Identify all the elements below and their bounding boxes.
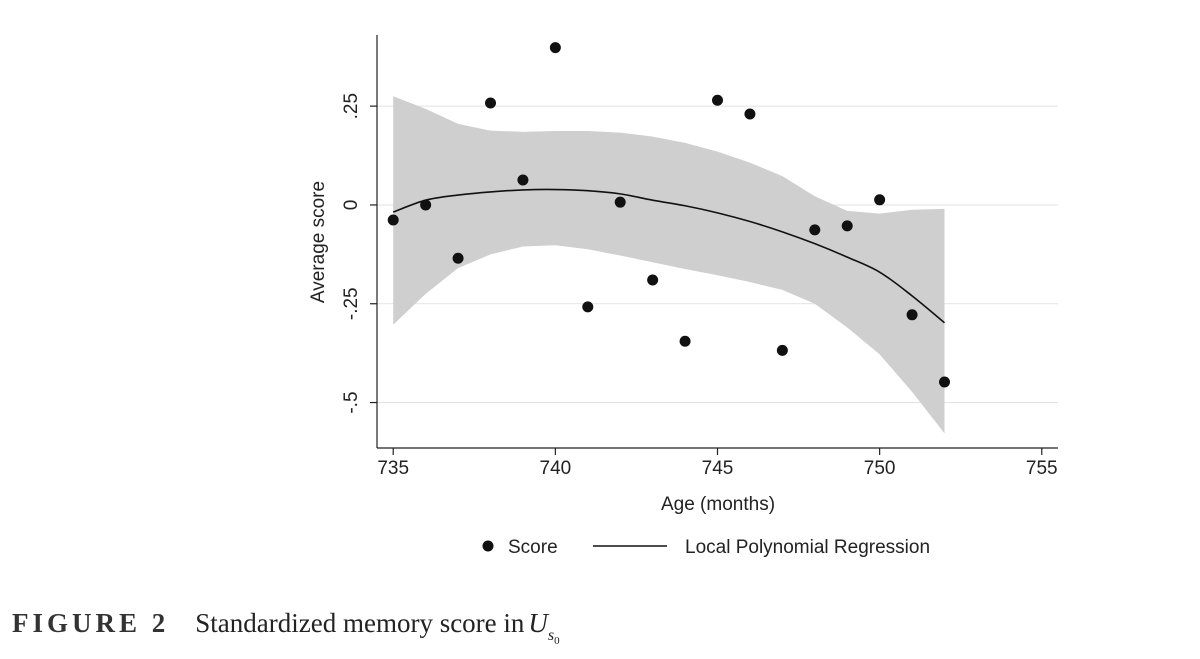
score-point <box>679 335 691 347</box>
score-point <box>614 196 626 208</box>
legend-score-label: Score <box>508 537 558 558</box>
y-tick-label: -.25 <box>341 287 362 320</box>
axes: -.5 -.25 0 .25 735 740 745 750 755 <box>341 35 1058 479</box>
y-tick-label: 0 <box>341 200 362 211</box>
score-point <box>744 108 756 120</box>
x-tick-label: 755 <box>1026 458 1058 479</box>
score-point <box>841 220 853 232</box>
y-tick-label: .25 <box>341 93 362 119</box>
regression-line-layer <box>392 188 946 324</box>
y-axis-title: Average score <box>308 181 329 303</box>
figure-caption-subscript-s: s <box>547 627 555 644</box>
x-tick-label: 745 <box>702 458 734 479</box>
score-points-layer <box>387 42 950 388</box>
score-point <box>517 174 529 186</box>
legend-regression-label: Local Polynomial Regression <box>685 537 930 558</box>
x-tick-label: 750 <box>864 458 896 479</box>
score-point <box>420 199 432 211</box>
x-tick-label: 735 <box>377 458 409 479</box>
score-point <box>387 214 399 226</box>
score-point <box>809 224 821 236</box>
score-point <box>452 252 464 264</box>
legend-score-marker <box>482 540 494 552</box>
score-point <box>647 274 659 286</box>
y-tick-label: -.5 <box>341 391 362 413</box>
score-point <box>906 309 918 321</box>
figure-caption-symbol: U <box>528 608 548 638</box>
confidence-band-layer <box>393 96 945 434</box>
score-point <box>582 301 594 313</box>
score-point <box>939 376 950 388</box>
figure-label: FIGURE 2 <box>12 608 170 638</box>
legend: Score Local Polynomial Regression <box>482 537 930 558</box>
score-point <box>485 97 496 109</box>
x-tick-label: 740 <box>540 458 572 479</box>
regression-line <box>392 188 946 324</box>
score-point <box>874 194 886 206</box>
figure-caption-subscript: s0 <box>547 627 560 647</box>
score-point <box>549 42 561 54</box>
figure-caption-text: Standardized memory score in <box>195 608 525 638</box>
confidence-band <box>393 96 945 434</box>
score-point <box>712 94 723 106</box>
figure-caption: FIGURE 2 Standardized memory score in Us0 <box>12 608 560 647</box>
score-point <box>776 344 788 356</box>
figure-caption-subscript-0: 0 <box>554 635 560 647</box>
x-axis-title: Age (months) <box>661 494 775 515</box>
